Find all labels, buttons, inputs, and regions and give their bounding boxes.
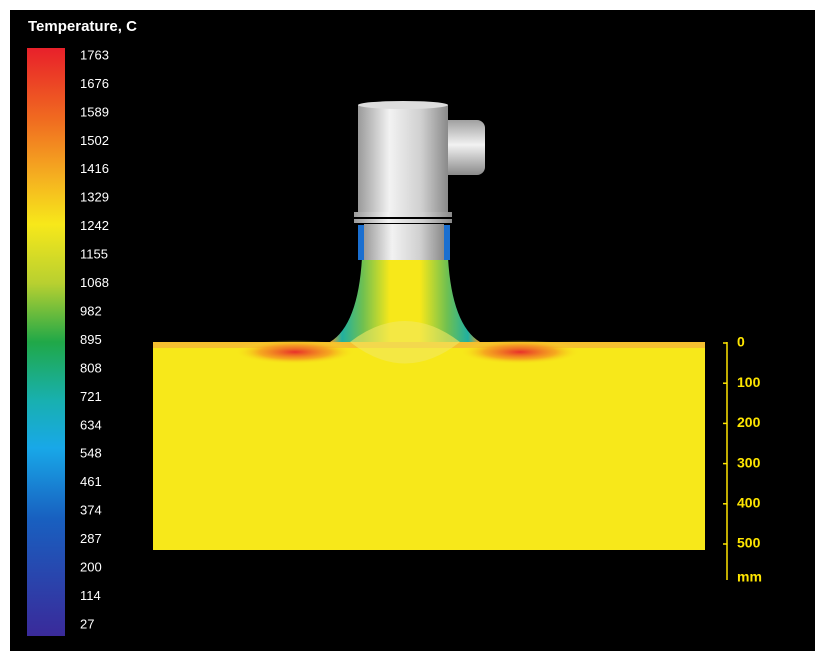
colorbar-label: 1068 — [80, 275, 109, 290]
ring — [354, 212, 452, 217]
scale-label: 500 — [737, 535, 761, 551]
colorbar-label: 200 — [80, 560, 102, 575]
scale-label: 400 — [737, 495, 761, 511]
cylinder — [358, 105, 448, 217]
screenshot: Temperature, C 1763 1676 1589 1502 1416 1329 1… — [0, 0, 825, 661]
colorbar-label: 27 — [80, 616, 94, 631]
collar — [364, 224, 444, 260]
scale-label: 100 — [737, 374, 761, 390]
colorbar-label: 374 — [80, 503, 102, 518]
colorbar-label: 1242 — [80, 218, 109, 233]
colorbar-label: 721 — [80, 389, 102, 404]
slab — [153, 342, 705, 550]
colorbar — [27, 48, 65, 636]
colorbar-label: 114 — [80, 588, 101, 603]
hot-zone — [235, 340, 355, 364]
wall — [358, 225, 364, 260]
cylinder-top — [358, 101, 448, 109]
wall — [444, 225, 450, 260]
colorbar-label: 1676 — [80, 76, 109, 91]
colorbar-label: 1329 — [80, 190, 109, 205]
colorbar-label: 1589 — [80, 104, 109, 119]
colorbar-label: 895 — [80, 332, 102, 347]
colorbar-label: 1502 — [80, 133, 109, 148]
scale-label: 200 — [737, 414, 761, 430]
colorbar-label: 634 — [80, 417, 102, 432]
scale-unit: mm — [737, 569, 762, 585]
colorbar-label: 1763 — [80, 47, 109, 62]
colorbar-label: 1155 — [80, 247, 108, 262]
colorbar-label: 287 — [80, 531, 102, 546]
colorbar-label: 808 — [80, 360, 102, 375]
colorbar-title: Temperature, C — [28, 18, 137, 35]
colorbar-label: 548 — [80, 446, 102, 461]
colorbar-label: 1416 — [80, 161, 109, 176]
scale-label: 300 — [737, 454, 761, 470]
colorbar-label: 982 — [80, 303, 102, 318]
scale-label: 0 — [737, 334, 745, 350]
colorbar-label: 461 — [80, 474, 102, 489]
ring — [354, 219, 452, 223]
hot-zone — [460, 340, 580, 364]
page: {"colorbar": {"title": "Temperature, C",… — [0, 0, 825, 661]
